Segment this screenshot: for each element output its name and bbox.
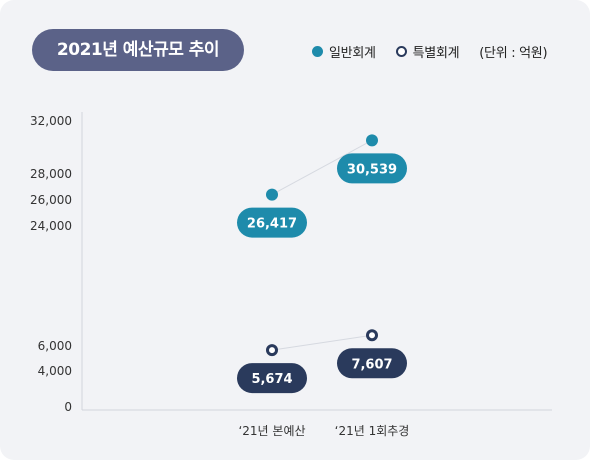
y-tick-label: 28,000 <box>30 167 72 181</box>
legend: 일반회계 특별회계 (단위 : 억원) <box>312 42 548 61</box>
y-tick-label: 0 <box>64 400 72 414</box>
legend-item-general: 일반회계 <box>312 42 376 61</box>
special-ring-icon <box>395 46 407 57</box>
data-label-bubble <box>337 153 407 184</box>
chart-title: 2021년 예산규모 추이 <box>32 29 244 71</box>
data-label-bubble <box>337 348 407 379</box>
data-label-bubble <box>237 363 307 394</box>
y-tick-label: 24,000 <box>30 219 72 233</box>
data-point <box>366 329 378 342</box>
data-point <box>266 344 278 357</box>
data-label: 30,539 <box>347 162 397 177</box>
general-dot-icon <box>312 46 323 57</box>
data-point <box>266 188 278 201</box>
unit-label: (단위 : 억원) <box>479 46 548 61</box>
data-label: 26,417 <box>247 217 297 232</box>
x-tick-label: ‘21년 본예산 <box>238 424 305 438</box>
x-tick-label: ‘21년 1회추경 <box>335 424 410 438</box>
legend-item-special: 특별회계 <box>395 42 460 61</box>
y-tick-label: 32,000 <box>30 114 72 128</box>
legend-label-special: 특별회계 <box>412 46 460 61</box>
series-connector-line <box>271 139 373 196</box>
y-tick-label: 6,000 <box>38 339 72 353</box>
legend-label-general: 일반회계 <box>329 46 376 61</box>
y-tick-label: 4,000 <box>38 364 72 378</box>
y-tick-label: 26,000 <box>30 193 72 207</box>
data-label: 5,674 <box>251 372 292 387</box>
data-label-bubble <box>237 207 307 238</box>
data-point <box>366 134 378 147</box>
series-connector-line <box>271 334 373 351</box>
data-label: 7,607 <box>351 357 392 372</box>
